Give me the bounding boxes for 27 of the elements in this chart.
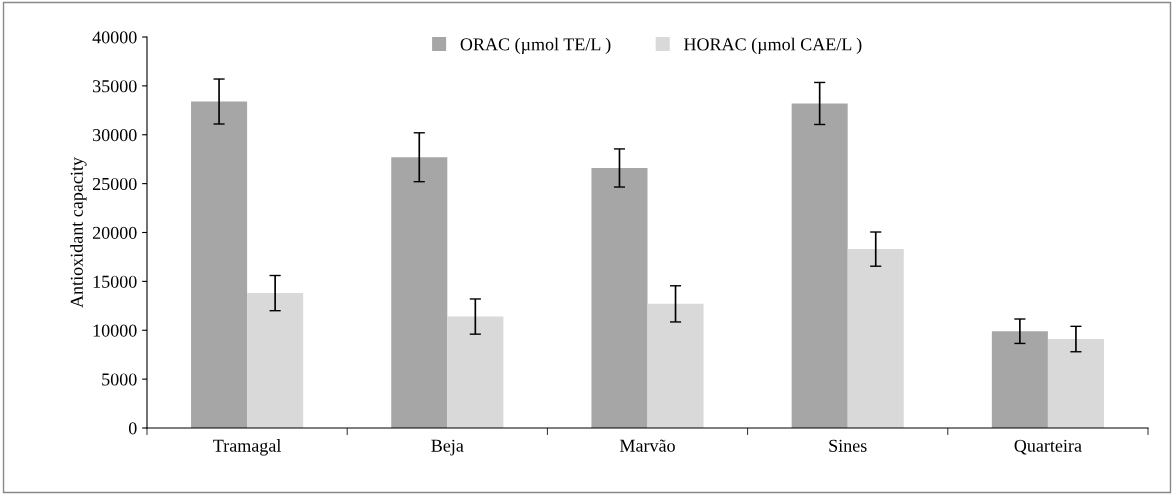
y-tick-label: 15000	[93, 275, 137, 288]
bar	[191, 101, 248, 428]
bar	[791, 103, 848, 428]
x-tick-label: Quarteira	[1014, 439, 1082, 455]
bar	[847, 249, 904, 428]
bar	[1047, 339, 1104, 428]
x-tick-label: Tramagal	[213, 439, 282, 456]
bar	[447, 316, 504, 428]
y-tick-label: 5000	[102, 373, 137, 386]
legend-label: HORAC (µmol CAE/L )	[683, 37, 862, 55]
y-tick-label: 35000	[93, 80, 137, 93]
y-tick-label: 30000	[93, 129, 137, 142]
x-tick-label: Marvão	[619, 439, 675, 452]
y-tick-label: 0	[128, 422, 137, 435]
bar	[591, 167, 648, 428]
y-tick-label: 10000	[93, 324, 137, 337]
y-tick-label: 40000	[92, 31, 137, 44]
bar	[391, 157, 448, 428]
y-tick-label: 25000	[92, 177, 137, 191]
x-tick-label: Beja	[431, 439, 464, 456]
y-tick-label: 20000	[92, 226, 137, 239]
bar	[991, 331, 1048, 428]
x-tick-label: Sines	[829, 439, 867, 452]
legend-label: ORAC (µmol TE/L )	[460, 37, 611, 55]
bar	[647, 303, 704, 428]
y-axis-title: Antioxidant capacity	[70, 157, 87, 308]
bar	[247, 293, 304, 428]
